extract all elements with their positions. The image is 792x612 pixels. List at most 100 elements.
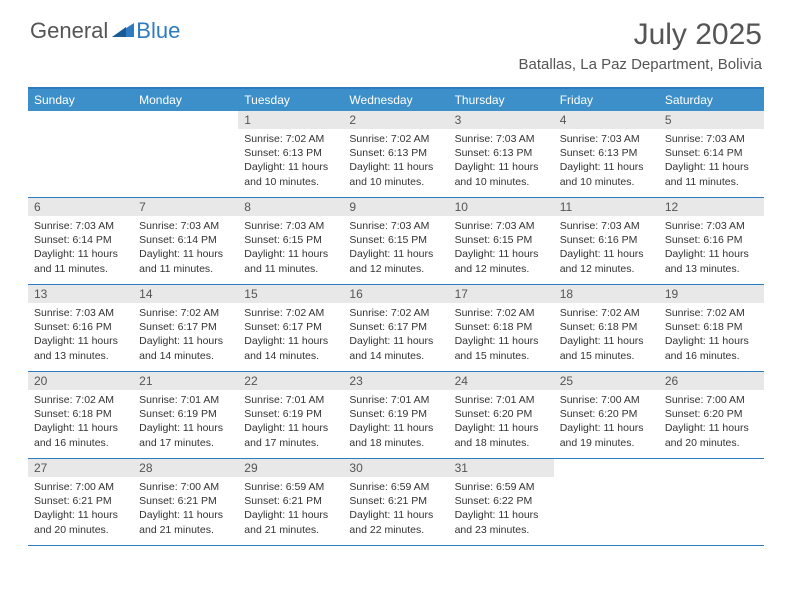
calendar-cell: 9Sunrise: 7:03 AMSunset: 6:15 PMDaylight… <box>343 198 448 284</box>
day-number: 20 <box>28 372 133 390</box>
day-number: 24 <box>449 372 554 390</box>
calendar-cell: 22Sunrise: 7:01 AMSunset: 6:19 PMDayligh… <box>238 372 343 458</box>
daylight2-text: and 12 minutes. <box>455 262 548 276</box>
day-number: 5 <box>659 111 764 129</box>
day-number: 15 <box>238 285 343 303</box>
cell-body: Sunrise: 7:03 AMSunset: 6:14 PMDaylight:… <box>133 216 238 279</box>
sunset-text: Sunset: 6:18 PM <box>560 320 653 334</box>
daylight2-text: and 14 minutes. <box>244 349 337 363</box>
week-row: 1Sunrise: 7:02 AMSunset: 6:13 PMDaylight… <box>28 111 764 198</box>
daylight2-text: and 15 minutes. <box>455 349 548 363</box>
daylight1-text: Daylight: 11 hours <box>139 508 232 522</box>
sunrise-text: Sunrise: 7:02 AM <box>455 306 548 320</box>
daylight2-text: and 17 minutes. <box>139 436 232 450</box>
calendar-cell: 17Sunrise: 7:02 AMSunset: 6:18 PMDayligh… <box>449 285 554 371</box>
sunset-text: Sunset: 6:21 PM <box>34 494 127 508</box>
cell-body: Sunrise: 7:02 AMSunset: 6:18 PMDaylight:… <box>554 303 659 366</box>
day-number: 23 <box>343 372 448 390</box>
calendar-cell: 14Sunrise: 7:02 AMSunset: 6:17 PMDayligh… <box>133 285 238 371</box>
calendar-cell: 23Sunrise: 7:01 AMSunset: 6:19 PMDayligh… <box>343 372 448 458</box>
sunset-text: Sunset: 6:13 PM <box>455 146 548 160</box>
calendar-cell: 28Sunrise: 7:00 AMSunset: 6:21 PMDayligh… <box>133 459 238 545</box>
day-number: 12 <box>659 198 764 216</box>
daylight1-text: Daylight: 11 hours <box>349 160 442 174</box>
day-number: 4 <box>554 111 659 129</box>
daylight1-text: Daylight: 11 hours <box>34 247 127 261</box>
daylight2-text: and 10 minutes. <box>560 175 653 189</box>
calendar-cell <box>659 459 764 545</box>
day-number: 3 <box>449 111 554 129</box>
day-number: 11 <box>554 198 659 216</box>
title-block: July 2025 Batallas, La Paz Department, B… <box>519 18 762 73</box>
daylight2-text: and 14 minutes. <box>349 349 442 363</box>
sunrise-text: Sunrise: 7:02 AM <box>665 306 758 320</box>
daylight1-text: Daylight: 11 hours <box>560 421 653 435</box>
calendar-cell: 11Sunrise: 7:03 AMSunset: 6:16 PMDayligh… <box>554 198 659 284</box>
calendar-cell: 7Sunrise: 7:03 AMSunset: 6:14 PMDaylight… <box>133 198 238 284</box>
sunrise-text: Sunrise: 7:03 AM <box>560 219 653 233</box>
week-row: 20Sunrise: 7:02 AMSunset: 6:18 PMDayligh… <box>28 372 764 459</box>
daylight2-text: and 18 minutes. <box>455 436 548 450</box>
daylight2-text: and 20 minutes. <box>665 436 758 450</box>
cell-body: Sunrise: 7:03 AMSunset: 6:13 PMDaylight:… <box>554 129 659 192</box>
cell-body: Sunrise: 7:03 AMSunset: 6:14 PMDaylight:… <box>28 216 133 279</box>
sunrise-text: Sunrise: 7:00 AM <box>560 393 653 407</box>
day-number <box>659 459 764 463</box>
calendar: Sunday Monday Tuesday Wednesday Thursday… <box>28 87 764 546</box>
sunset-text: Sunset: 6:20 PM <box>455 407 548 421</box>
daylight1-text: Daylight: 11 hours <box>244 421 337 435</box>
daylight1-text: Daylight: 11 hours <box>455 334 548 348</box>
daylight2-text: and 19 minutes. <box>560 436 653 450</box>
calendar-cell: 15Sunrise: 7:02 AMSunset: 6:17 PMDayligh… <box>238 285 343 371</box>
logo-text-blue: Blue <box>136 18 180 44</box>
sunset-text: Sunset: 6:21 PM <box>244 494 337 508</box>
sunrise-text: Sunrise: 7:03 AM <box>34 306 127 320</box>
sunset-text: Sunset: 6:14 PM <box>665 146 758 160</box>
daylight2-text: and 17 minutes. <box>244 436 337 450</box>
day-header-saturday: Saturday <box>659 89 764 111</box>
calendar-cell: 10Sunrise: 7:03 AMSunset: 6:15 PMDayligh… <box>449 198 554 284</box>
cell-body: Sunrise: 7:03 AMSunset: 6:16 PMDaylight:… <box>28 303 133 366</box>
week-row: 13Sunrise: 7:03 AMSunset: 6:16 PMDayligh… <box>28 285 764 372</box>
sunrise-text: Sunrise: 7:01 AM <box>455 393 548 407</box>
day-number <box>554 459 659 463</box>
weeks-container: 1Sunrise: 7:02 AMSunset: 6:13 PMDaylight… <box>28 111 764 546</box>
daylight1-text: Daylight: 11 hours <box>244 508 337 522</box>
daylight2-text: and 11 minutes. <box>139 262 232 276</box>
daylight1-text: Daylight: 11 hours <box>665 160 758 174</box>
daylight2-text: and 16 minutes. <box>34 436 127 450</box>
day-number: 8 <box>238 198 343 216</box>
sunrise-text: Sunrise: 7:00 AM <box>665 393 758 407</box>
sunrise-text: Sunrise: 7:02 AM <box>244 306 337 320</box>
sunrise-text: Sunrise: 7:03 AM <box>665 219 758 233</box>
daylight2-text: and 13 minutes. <box>34 349 127 363</box>
day-number: 28 <box>133 459 238 477</box>
daylight2-text: and 21 minutes. <box>139 523 232 537</box>
calendar-cell: 2Sunrise: 7:02 AMSunset: 6:13 PMDaylight… <box>343 111 448 197</box>
calendar-cell: 3Sunrise: 7:03 AMSunset: 6:13 PMDaylight… <box>449 111 554 197</box>
daylight1-text: Daylight: 11 hours <box>349 247 442 261</box>
day-number: 25 <box>554 372 659 390</box>
sunrise-text: Sunrise: 7:03 AM <box>34 219 127 233</box>
sunset-text: Sunset: 6:18 PM <box>665 320 758 334</box>
sunrise-text: Sunrise: 6:59 AM <box>244 480 337 494</box>
sunrise-text: Sunrise: 7:03 AM <box>560 132 653 146</box>
calendar-cell <box>28 111 133 197</box>
day-number: 7 <box>133 198 238 216</box>
calendar-cell: 4Sunrise: 7:03 AMSunset: 6:13 PMDaylight… <box>554 111 659 197</box>
calendar-cell: 8Sunrise: 7:03 AMSunset: 6:15 PMDaylight… <box>238 198 343 284</box>
daylight1-text: Daylight: 11 hours <box>455 160 548 174</box>
day-number: 2 <box>343 111 448 129</box>
sunset-text: Sunset: 6:14 PM <box>34 233 127 247</box>
daylight1-text: Daylight: 11 hours <box>139 421 232 435</box>
sunset-text: Sunset: 6:22 PM <box>455 494 548 508</box>
sunrise-text: Sunrise: 7:02 AM <box>139 306 232 320</box>
daylight2-text: and 15 minutes. <box>560 349 653 363</box>
daylight1-text: Daylight: 11 hours <box>34 508 127 522</box>
calendar-cell: 12Sunrise: 7:03 AMSunset: 6:16 PMDayligh… <box>659 198 764 284</box>
sunrise-text: Sunrise: 7:03 AM <box>665 132 758 146</box>
sunrise-text: Sunrise: 7:02 AM <box>244 132 337 146</box>
sunset-text: Sunset: 6:16 PM <box>560 233 653 247</box>
cell-body: Sunrise: 7:02 AMSunset: 6:18 PMDaylight:… <box>449 303 554 366</box>
sunrise-text: Sunrise: 7:02 AM <box>560 306 653 320</box>
